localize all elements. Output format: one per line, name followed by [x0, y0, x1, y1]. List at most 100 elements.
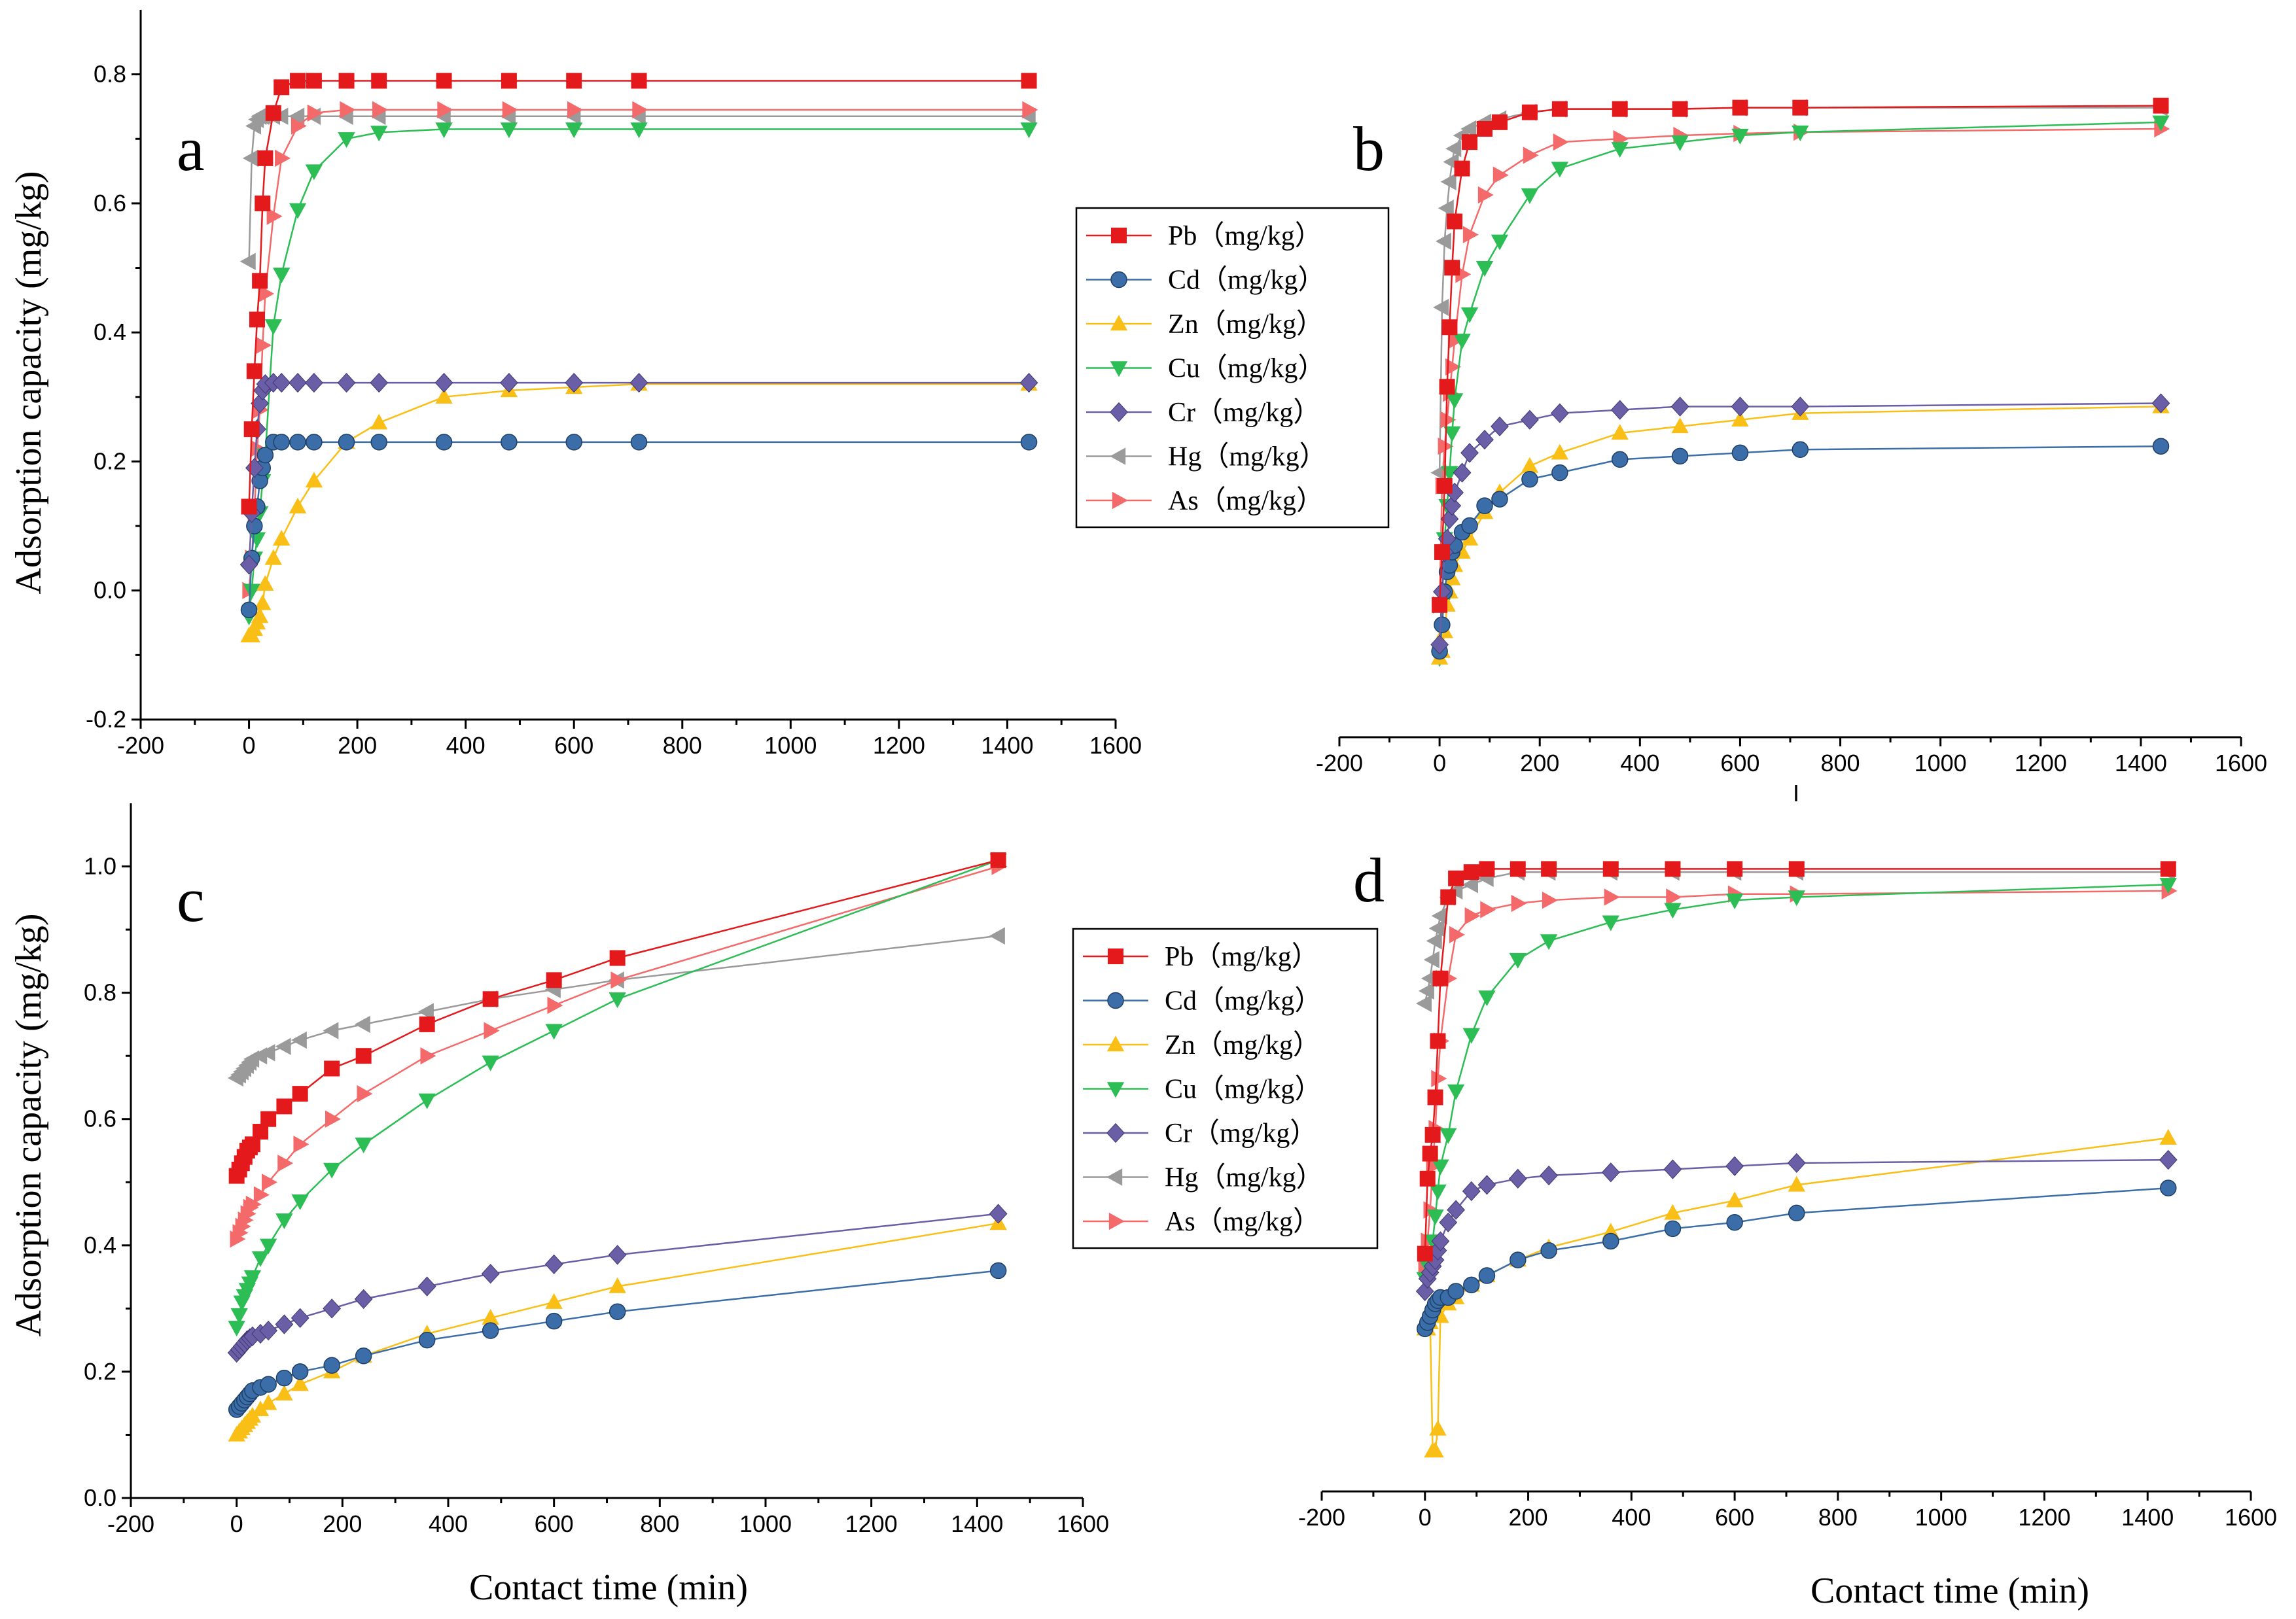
data-point-zn [1551, 444, 1569, 460]
legend-entry-as: As（mg/kg） [1083, 1207, 1320, 1237]
data-point-as [325, 1110, 341, 1128]
legend-top: Pb（mg/kg） Cd（mg/kg） Zn（mg/kg） Cu（mg/kg） Cr（m… [1075, 207, 1390, 529]
data-point-cu [1540, 934, 1558, 950]
data-point-pb [1444, 260, 1460, 276]
series-cr [227, 1204, 1008, 1363]
data-point-cr [1508, 1168, 1527, 1189]
y-tick-label: 0.0 [84, 1484, 116, 1511]
series-line-cu [248, 128, 1029, 617]
panel-label-a: a [177, 114, 205, 184]
data-point-cu [323, 1162, 341, 1179]
y-tick-label: 0.6 [94, 190, 126, 217]
legend-marker-as [1112, 491, 1128, 510]
data-point-cr [370, 372, 389, 393]
data-point-pb [566, 73, 582, 89]
data-point-cu [1453, 334, 1471, 350]
data-point-cr [481, 1264, 500, 1284]
data-point-pb [2153, 97, 2169, 114]
data-point-cd [1461, 517, 1478, 534]
data-point-cu [289, 203, 307, 219]
x-tick-label: 1000 [1915, 750, 1967, 776]
data-point-cd [260, 1376, 277, 1393]
data-point-as [340, 101, 356, 119]
data-point-pb [243, 421, 260, 438]
data-point-cd [1671, 447, 1689, 465]
legend-marker-cd [1107, 992, 1124, 1009]
data-point-cd [240, 601, 258, 619]
data-point-cu [243, 1270, 262, 1286]
x-tick-label: 800 [1818, 1504, 1858, 1531]
data-point-cu [1509, 952, 1527, 969]
panel-label-d: d [1353, 845, 1385, 915]
series-pb [228, 852, 1006, 1184]
legend-marker-hg [1110, 447, 1126, 465]
data-point-pb [631, 73, 647, 89]
data-point-pb [1422, 1145, 1438, 1162]
data-point-cr [2159, 1149, 2178, 1170]
series-hg [1415, 863, 2175, 1013]
data-point-as [261, 1174, 277, 1191]
data-point-cr [1462, 1181, 1481, 1202]
data-point-cu [370, 126, 388, 142]
data-point-pb [338, 73, 355, 89]
data-point-zn [370, 413, 388, 430]
axes-c: -200 0 200 400 600 800 1000 1200 1400 1600 0.0 0.2 0… [84, 803, 1109, 1537]
data-point-hg [259, 1044, 275, 1062]
data-point-cd [323, 1357, 340, 1374]
legend-entry-cr: Cr（mg/kg） [1083, 1119, 1317, 1149]
legend-entry-as: As（mg/kg） [1086, 486, 1324, 516]
series-zn [1430, 397, 2170, 665]
data-point-as [357, 1085, 373, 1103]
series-line-pb [236, 859, 999, 1177]
series-line-cd [1438, 445, 2161, 652]
legend-entry-pb: Pb（mg/kg） [1083, 942, 1319, 972]
y-tick-label: 0.2 [94, 447, 126, 474]
data-point-hg [417, 1003, 434, 1020]
data-point-cu [355, 1138, 372, 1154]
data-point-pb [290, 73, 306, 89]
y-tick-label: -0.2 [86, 706, 126, 733]
data-point-cr [291, 1308, 309, 1328]
data-point-pb [1439, 379, 1455, 395]
data-point-cd [501, 434, 518, 451]
data-point-cu [1432, 1159, 1449, 1175]
data-point-zn [1611, 424, 1629, 440]
x-tick-label: 800 [640, 1510, 679, 1537]
data-point-cr [337, 372, 356, 393]
y-tick-label: 0.6 [84, 1105, 116, 1132]
data-point-cr [1477, 1175, 1496, 1195]
data-point-hg [239, 252, 256, 270]
x-tick-label: 0 [230, 1510, 243, 1537]
data-point-pb [274, 79, 290, 96]
data-point-cr [1430, 635, 1449, 655]
series-cd [240, 434, 1038, 619]
data-point-zn [1429, 1419, 1447, 1436]
data-point-pb [1479, 861, 1495, 877]
x-tick-label: 1200 [2015, 750, 2067, 776]
data-point-cd [1664, 1220, 1682, 1238]
data-point-as [1553, 133, 1569, 151]
data-point-pb [1541, 861, 1557, 877]
x-tick-label: 1200 [2018, 1504, 2070, 1531]
data-point-cr [1601, 1162, 1620, 1183]
data-point-hg [1431, 907, 1447, 925]
data-point-pb [1432, 970, 1449, 986]
data-point-pb [241, 498, 257, 515]
data-point-cd [370, 434, 387, 451]
data-point-as [1440, 411, 1457, 428]
data-point-cu [338, 132, 355, 148]
series-zn [1416, 1128, 2177, 1458]
data-point-pb [1448, 870, 1464, 886]
x-tick-label: 1600 [2215, 750, 2267, 776]
data-point-hg [1462, 876, 1478, 894]
data-point-as [632, 101, 648, 119]
data-point-pb [371, 73, 387, 89]
data-point-pb [1447, 213, 1463, 230]
legend-marker-cu [1106, 1082, 1125, 1098]
data-point-pb [255, 195, 271, 211]
x-tick-label: 200 [1520, 750, 1559, 776]
data-point-cu [1551, 162, 1569, 178]
data-point-cd [2152, 438, 2170, 455]
legend-label: Hg（mg/kg） [1168, 442, 1327, 472]
